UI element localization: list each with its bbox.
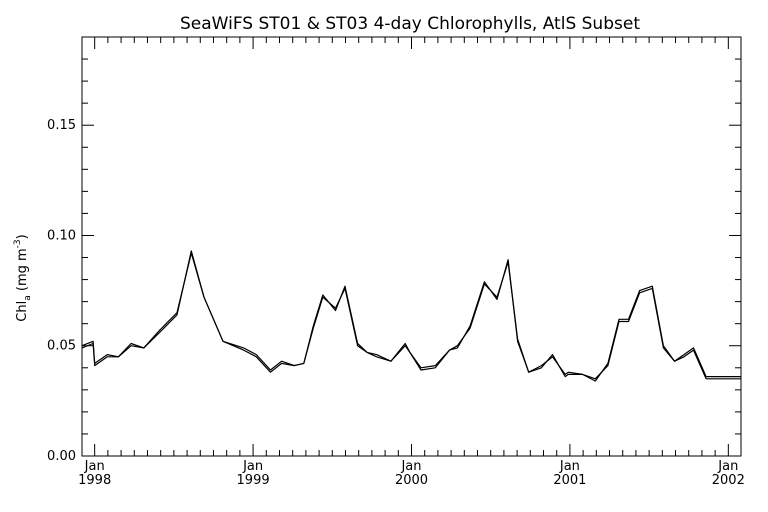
x-tick-month-label: Jan — [84, 459, 105, 474]
y-tick-label: 0.05 — [47, 339, 76, 354]
svg-text:Chla (mg m-3): Chla (mg m-3) — [13, 234, 33, 321]
y-axis-label-units: (mg m — [15, 248, 30, 295]
series-line-1 — [81, 252, 741, 380]
plot-frame — [81, 36, 742, 457]
x-tick-year-label: 1999 — [237, 473, 270, 488]
y-tick-label: 0.10 — [47, 228, 76, 243]
series-line-2 — [81, 250, 741, 382]
y-axis-label-subscript: a — [23, 295, 33, 301]
y-tick-label: 0.15 — [47, 118, 76, 133]
y-tick-label: 0.00 — [47, 449, 76, 464]
x-tick-month-label: Jan — [400, 459, 421, 474]
x-tick-month-label: Jan — [717, 459, 738, 474]
chart-title: SeaWiFS ST01 & ST03 4-day Chlorophylls, … — [180, 14, 640, 34]
x-tick-month-label: Jan — [242, 459, 263, 474]
y-axis-label-superscript: -3 — [13, 239, 23, 248]
y-axis-label: Chla (mg m-3) — [13, 234, 33, 321]
x-tick-year-label: 2001 — [553, 473, 586, 488]
x-tick-year-label: 2002 — [712, 473, 745, 488]
x-tick-year-label: 2000 — [395, 473, 428, 488]
x-tick-month-label: Jan — [559, 459, 580, 474]
y-axis-label-units-close: ) — [15, 234, 30, 239]
x-tick-year-label: 1998 — [78, 473, 111, 488]
y-axis-label-prefix: Chl — [15, 301, 30, 322]
